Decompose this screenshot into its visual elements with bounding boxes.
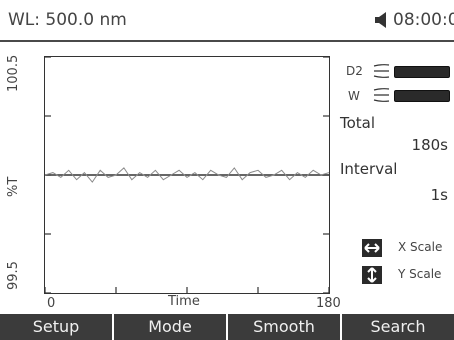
total-value: 180s [411, 136, 448, 154]
x-axis-max-label: 180 [316, 296, 341, 311]
lamp-icon [373, 87, 391, 107]
plot-area [44, 56, 330, 294]
x-axis-title: Time [168, 294, 200, 309]
vertical-arrows-icon [367, 267, 377, 283]
clock-readout: 08:00:00 [393, 10, 454, 30]
total-label: Total [340, 114, 376, 132]
lamp-icon [373, 63, 391, 83]
chart-svg [45, 57, 329, 293]
series-line-0 [45, 167, 329, 183]
d2-lamp-status [394, 66, 450, 78]
search-softkey[interactable]: Search [370, 317, 426, 336]
y-axis-min-label: 99.5 [6, 261, 21, 290]
speaker-icon [374, 12, 388, 32]
setup-softkey[interactable]: Setup [0, 314, 114, 340]
w-lamp-label: W [348, 89, 360, 103]
horizontal-arrows-icon [364, 243, 380, 253]
d2-lamp-label: D2 [346, 64, 363, 78]
status-header: WL: 500.0 nm 08:00:00 [0, 0, 454, 42]
mode-softkey[interactable]: Mode [114, 314, 228, 340]
y-scale-label: Y Scale [398, 267, 442, 281]
w-lamp-status [394, 90, 450, 102]
x-axis-min-label: 0 [47, 296, 56, 311]
smooth-softkey[interactable]: Smooth [228, 314, 342, 340]
y-axis-max-label: 100.5 [6, 54, 21, 92]
y-scale-button[interactable] [362, 266, 382, 284]
x-scale-button[interactable] [362, 239, 382, 257]
interval-label: Interval [340, 160, 398, 178]
interval-value: 1s [430, 186, 448, 204]
x-scale-label: X Scale [398, 240, 443, 254]
y-axis-title: %T [6, 176, 21, 197]
wavelength-readout: WL: 500.0 nm [8, 10, 127, 30]
softkey-bar: Setup Mode Smooth Search [0, 314, 454, 340]
